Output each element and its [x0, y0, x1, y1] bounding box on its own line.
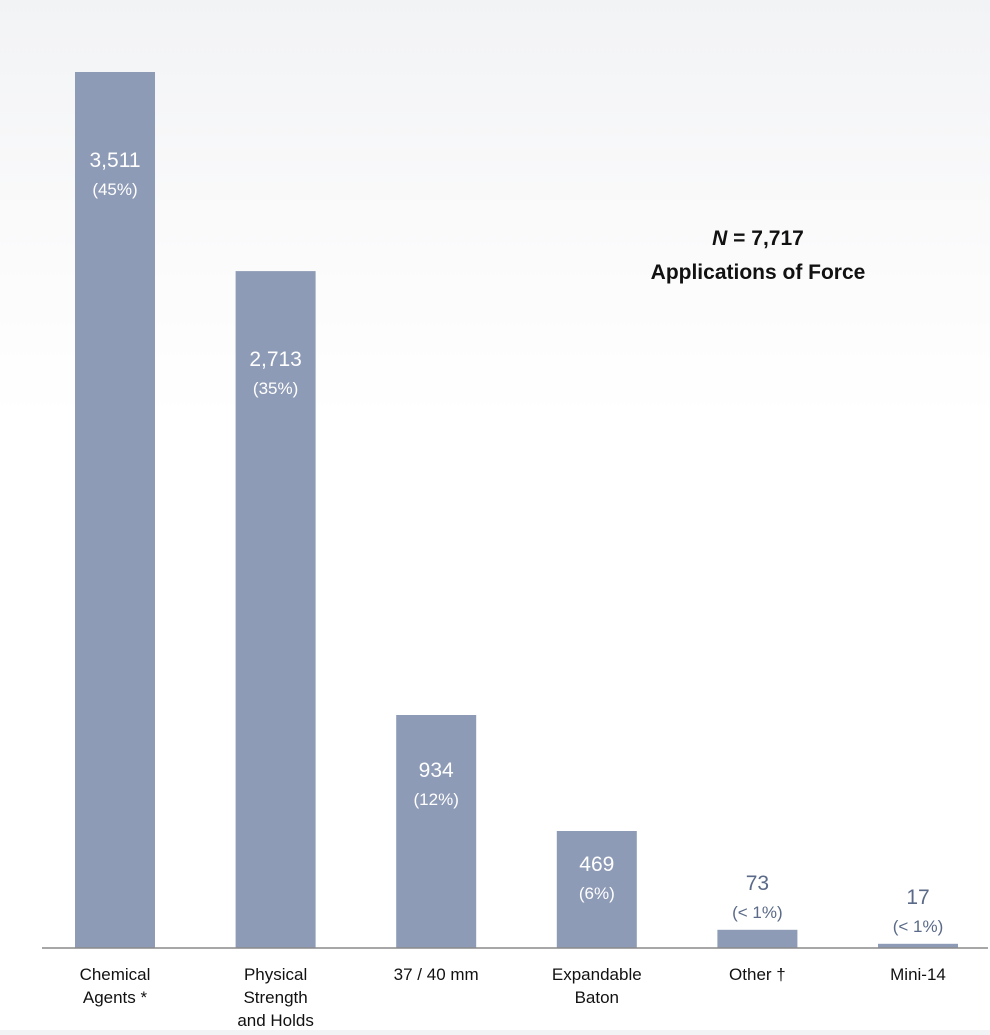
category-label: Agents * [83, 988, 148, 1007]
category-labels-layer: Chemical Agents * Physical Strength and Hold… [80, 965, 946, 1030]
bar-1 [235, 271, 316, 949]
value-labels-layer: 3,511 (45%) 2,713 (35%) 934 (12%) 469 (6%) 73 (< … [90, 149, 944, 936]
category-label: Strength [243, 988, 307, 1007]
bar-value-label: 73 [746, 872, 769, 895]
total-annotation: N = 7,717 Applications of Force [618, 222, 898, 290]
bar-percent-label: (12%) [414, 790, 459, 809]
category-label: Expandable [552, 965, 642, 984]
total-count-line: N = 7,717 [618, 222, 898, 256]
bars-layer [75, 72, 958, 949]
bar-value-label: 2,713 [249, 348, 302, 371]
total-count: = 7,717 [733, 227, 804, 250]
category-label: 37 / 40 mm [394, 965, 479, 984]
category-label: and Holds [237, 1011, 314, 1030]
bar-percent-label: (6%) [579, 884, 615, 903]
category-label: Chemical [80, 965, 151, 984]
bar-value-label: 3,511 [90, 149, 141, 172]
category-label: Mini-14 [890, 965, 946, 984]
bar-percent-label: (< 1%) [732, 903, 783, 922]
category-label: Physical [244, 965, 307, 984]
bar-value-label: 934 [419, 759, 454, 782]
n-symbol: N [712, 227, 728, 250]
bar-5 [878, 943, 958, 948]
category-label: Other † [729, 965, 786, 984]
bar-percent-label: (35%) [253, 379, 298, 398]
bar-2 [396, 715, 477, 948]
bar-3 [556, 831, 637, 948]
annotation-subtitle: Applications of Force [650, 261, 866, 284]
bar-4 [717, 929, 798, 948]
bar-percent-label: (45%) [92, 180, 137, 199]
bar-value-label: 17 [906, 886, 929, 909]
bar-value-label: 469 [579, 853, 614, 876]
category-label: Baton [575, 988, 619, 1007]
bar-0 [75, 72, 155, 948]
bar-percent-label: (< 1%) [893, 917, 944, 936]
